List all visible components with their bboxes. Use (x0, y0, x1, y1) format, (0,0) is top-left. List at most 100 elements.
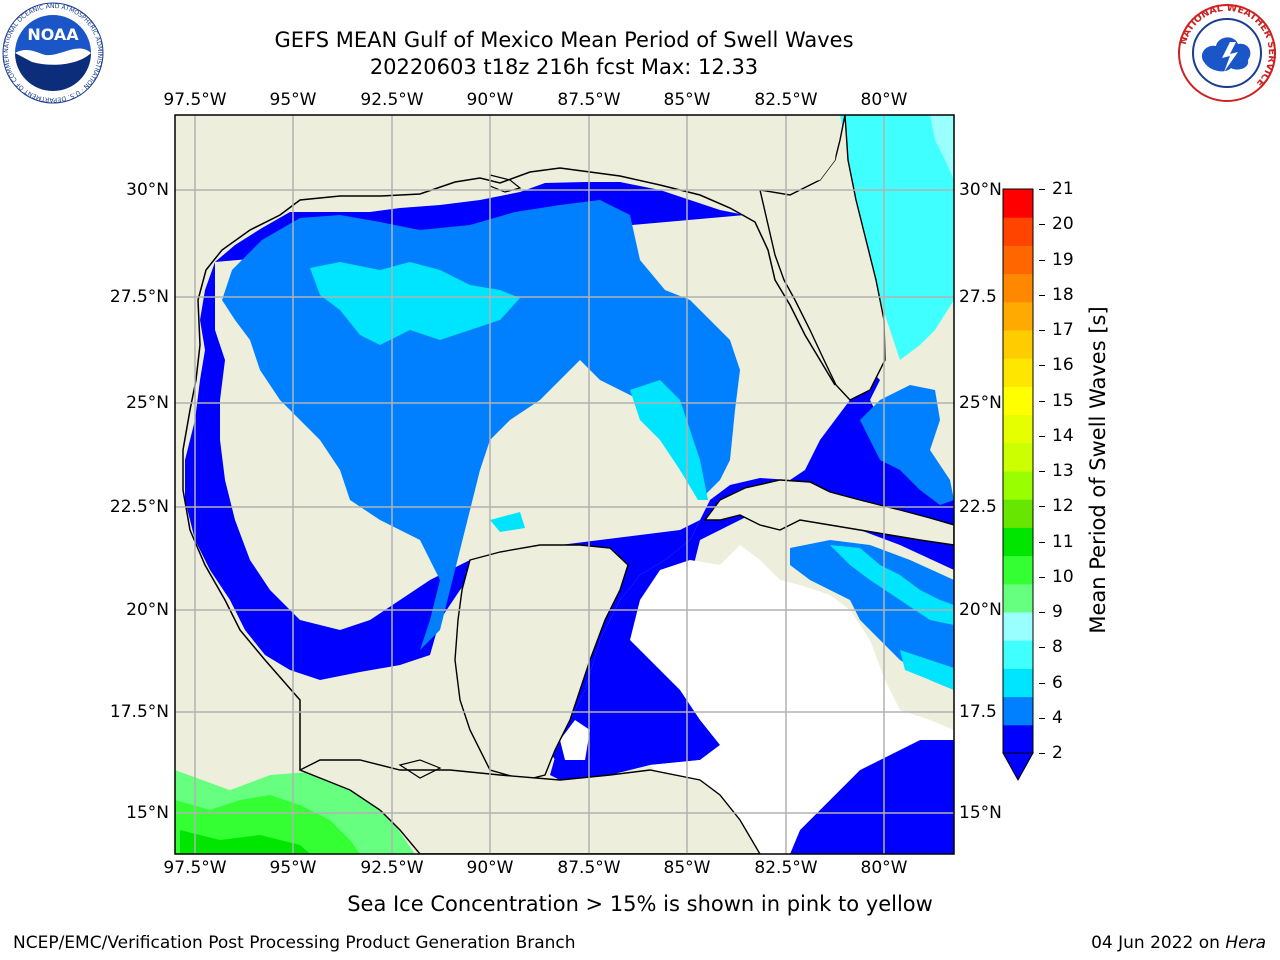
colorbar-segment (1003, 442, 1033, 472)
colorbar-segment (1003, 555, 1033, 585)
colorbar-tick-label: 4 (1052, 707, 1063, 728)
lat-label-right: 25°N (959, 393, 1002, 413)
colorbar-tick-label: 17 (1052, 320, 1074, 340)
pacific-swell-12s (180, 830, 310, 854)
colorbar-segment (1003, 330, 1033, 359)
colorbar-tick-mark (1039, 647, 1045, 649)
colorbar-tick-label: 8 (1052, 637, 1063, 658)
colorbar-tick-label: 20 (1052, 214, 1074, 235)
colorbar-segment (1003, 414, 1033, 444)
colorbar-tick-label: 12 (1052, 496, 1074, 517)
colorbar-tick-mark (1039, 471, 1045, 472)
colorbar-tick-mark (1039, 400, 1045, 402)
swell-field-6-8s-d (830, 545, 954, 625)
swell-field-6-8s-c (490, 512, 525, 532)
colorbar-segment (1003, 189, 1033, 218)
lat-label-left: 20°N (126, 600, 169, 620)
gulf-coastline (182, 167, 836, 770)
lat-label-right: 20°N (959, 600, 1002, 620)
colorbar-tick-label: 10 (1052, 566, 1074, 587)
yucatan-land (454, 544, 629, 781)
colorbar-segment (1003, 499, 1033, 528)
lat-label-right: 15°N (959, 803, 1002, 823)
lon-label-top: 90°W (466, 90, 514, 110)
colorbar-segment (1003, 583, 1033, 613)
colorbar-segment (1003, 640, 1033, 669)
lat-label-right: 27.5 (959, 287, 997, 307)
colorbar (1002, 188, 1034, 782)
colorbar-tick-mark (1039, 541, 1045, 543)
graticule (175, 115, 954, 854)
swell-field-9-10s (930, 115, 954, 180)
colorbar-tick-mark (1039, 365, 1045, 367)
caption: Sea Ice Concentration > 15% is shown in … (347, 892, 933, 916)
missing-data-west-carib (560, 720, 590, 760)
colorbar-tick-mark (1039, 330, 1045, 331)
colorbar-frame (1002, 188, 1034, 754)
colorbar-tick-label: 11 (1052, 531, 1074, 552)
colorbar-tick-label: 2 (1052, 743, 1063, 763)
colorbar-segment (1003, 301, 1033, 331)
lat-label-right: 17.5 (959, 702, 997, 722)
lon-label-bottom: 97.5°W (163, 858, 227, 878)
colorbar-tick-label: 21 (1052, 179, 1074, 199)
colorbar-segment (1003, 471, 1033, 500)
lon-label-bottom: 95°W (269, 858, 317, 878)
lon-label-top: 95°W (269, 90, 317, 110)
colorbar-segment (1003, 527, 1033, 557)
colorbar-tick-label: 9 (1052, 602, 1063, 622)
colorbar-tick-label: 18 (1052, 284, 1074, 305)
swell-field-6-8s-b (630, 380, 708, 500)
lon-label-bottom: 85°W (663, 858, 711, 878)
colorbar-segment (1003, 358, 1033, 387)
colorbar-tick-mark (1039, 435, 1045, 437)
swell-field-4-6s-east (790, 540, 954, 690)
colorbar-segment (1003, 245, 1033, 275)
lon-label-top: 82.5°W (754, 90, 818, 110)
colorbar-segment (1003, 386, 1033, 416)
lat-label-left: 17.5°N (109, 702, 169, 722)
colorbar-tick-label: 16 (1052, 355, 1074, 376)
colorbar-tick-mark (1039, 682, 1045, 684)
central-america-land (298, 759, 761, 854)
colorbar-tick-mark (1039, 506, 1045, 508)
colorbar-segment (1003, 724, 1033, 754)
colorbar-tick-label: 15 (1052, 390, 1074, 411)
colorbar-tick-label: 6 (1052, 672, 1063, 693)
missing-data-caribbean (630, 545, 954, 854)
lon-label-top: 92.5°W (360, 90, 424, 110)
colorbar-tick-label: 14 (1052, 425, 1074, 446)
colorbar-segment (1003, 273, 1033, 303)
colorbar-segment (1003, 612, 1033, 641)
colorbar-tick-mark (1039, 294, 1045, 296)
lon-label-top: 80°W (860, 90, 908, 110)
noaa-logo: NOAA NATIONAL OCEANIC AND ATMOSPHERIC AD… (0, 0, 104, 104)
colorbar-segment (1003, 668, 1033, 698)
svg-text:NOAA: NOAA (27, 25, 79, 44)
colorbar-segment (1003, 696, 1033, 726)
colorbar-segment (1003, 217, 1033, 246)
lon-label-bottom: 87.5°W (557, 858, 621, 878)
colorbar-label: Mean Period of Swell Waves [s] (1086, 306, 1110, 634)
footer-machine: Hera (1225, 933, 1266, 953)
colorbar-tick-label: 13 (1052, 461, 1074, 481)
colorbar-tick-mark (1039, 753, 1045, 754)
chart-subtitle: 20220603 t18z 216h fcst Max: 12.33 (369, 55, 759, 79)
pacific-swell-11-12s (175, 795, 360, 854)
colorbar-tick-label: 19 (1052, 249, 1074, 270)
colorbar-extend-arrow (1002, 752, 1034, 782)
colorbar-tick-mark (1039, 717, 1045, 719)
footer-org: NCEP/EMC/Verification Post Processing Pr… (13, 933, 576, 953)
footer-date: 04 Jun 2022 on Hera (1091, 933, 1266, 953)
map-frame (174, 114, 955, 855)
lat-label-left: 30°N (126, 180, 169, 200)
colorbar-tick-mark (1039, 224, 1045, 226)
swell-field-6-8s (310, 262, 520, 345)
colorbar-tick-mark (1039, 612, 1045, 613)
lon-label-top: 85°W (663, 90, 711, 110)
lat-label-left: 27.5°N (109, 287, 169, 307)
lat-label-left: 15°N (126, 803, 169, 823)
mexico-land (175, 115, 840, 790)
lon-label-top: 97.5°W (163, 90, 227, 110)
